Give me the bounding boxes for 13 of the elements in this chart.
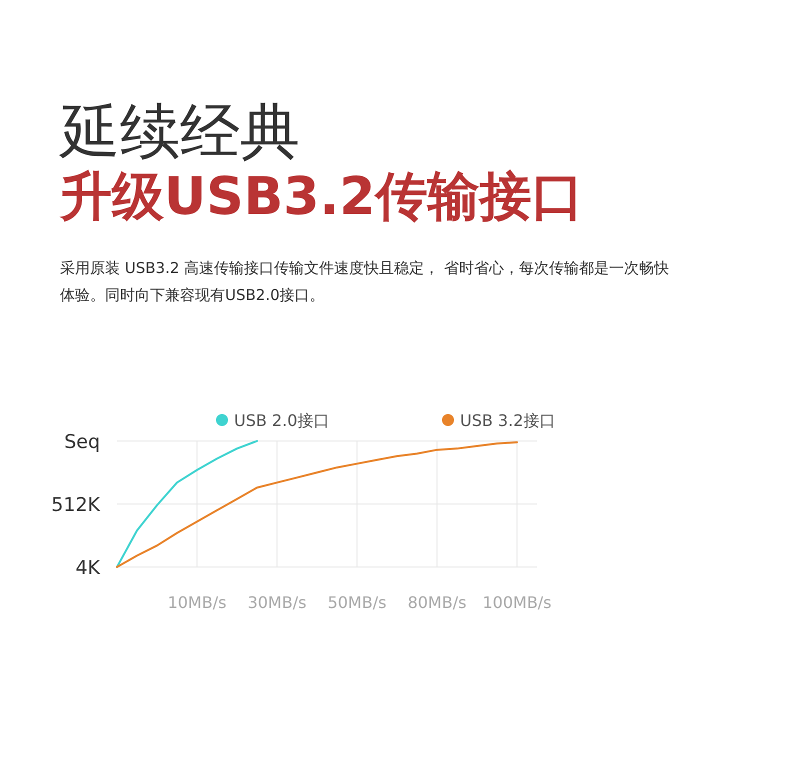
chart-title: 延续经典 [59, 97, 300, 167]
text: 512K [51, 494, 101, 516]
x-tick-label: 100MB/s [482, 593, 552, 612]
legend-label: USB 3.2接口 [460, 411, 556, 430]
text: Seq [64, 431, 100, 453]
legend-label: USB 2.0接口 [234, 411, 330, 430]
x-tick-label: 30MB/s [248, 593, 306, 612]
chart-subtitle: 升级USB3.2传输接口 [59, 167, 584, 227]
text: 采用原装 USB3.2 高速传输接口传输文件速度快且稳定， 省时省心，每次传输都是一次畅快体验。同时向下兼容现有USB2.0接口。 [60, 258, 670, 306]
x-tick-label: 50MB/s [328, 593, 386, 612]
text: 4K [75, 557, 101, 579]
x-tick-label: 80MB/s [408, 593, 466, 612]
x-tick-label: 10MB/s [168, 593, 226, 612]
